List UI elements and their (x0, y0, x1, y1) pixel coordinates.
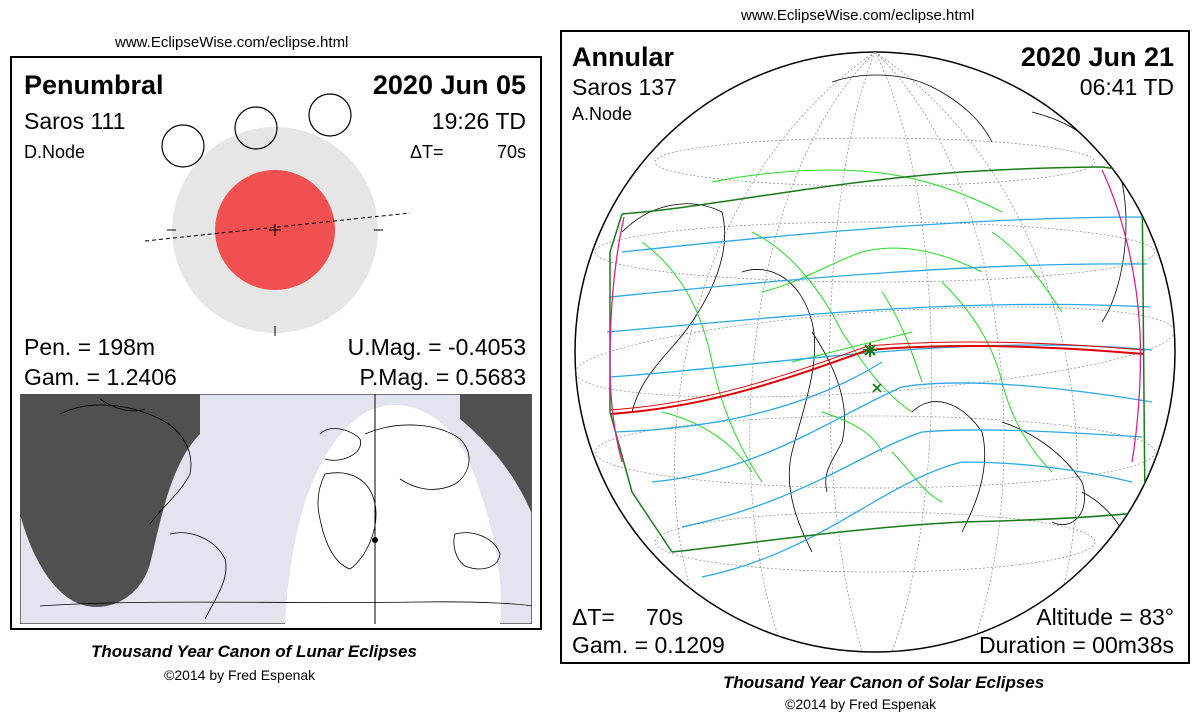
lunar-pen-duration: Pen. = 198m (24, 334, 156, 360)
lunar-eclipse-date: 2020 Jun 05 (372, 70, 526, 100)
greatest-duration-marker (872, 383, 882, 393)
lunar-delta-t-value: 70s (496, 142, 526, 162)
solar-copyright: ©2014 by Fred Espenak (785, 696, 937, 712)
rise-set-curve-east (1101, 169, 1142, 463)
coastline-asia (364, 424, 470, 490)
lunar-umbral-mag: U.Mag. = -0.4053 (347, 334, 526, 360)
lunar-eclipse-type: Penumbral (24, 70, 164, 100)
moon-position-3 (308, 93, 352, 137)
night-region-east (460, 394, 532, 514)
solar-url[interactable]: www.EclipseWise.com/eclipse.html (741, 7, 975, 24)
solar-panel: Annular 2020 Jun 21 Saros 137 06:41 TD A… (560, 30, 1190, 664)
country-borders (641, 169, 1063, 503)
solar-delta-t-value: 70s (646, 604, 684, 630)
lunar-time: 19:26 TD (431, 108, 526, 134)
night-region-west (20, 394, 200, 607)
graticule (575, 52, 1175, 652)
lunar-url[interactable]: www.EclipseWise.com/eclipse.html (115, 34, 349, 51)
lunar-panel: Penumbral 2020 Jun 05 Saros 111 19:26 TD… (10, 56, 542, 630)
solar-altitude: Altitude = 83° (1036, 604, 1174, 630)
lunar-saros: Saros 111 (24, 108, 126, 134)
lunar-gamma: Gam. = 1.2406 (24, 364, 177, 390)
moon-position-1 (161, 124, 205, 168)
solar-eclipse-date: 2020 Jun 21 (1020, 42, 1174, 72)
moon-path-line (144, 212, 411, 242)
solar-node: A.Node (572, 104, 633, 124)
solar-duration: Duration = 00m38s (979, 632, 1174, 658)
lunar-canon-title: Thousand Year Canon of Lunar Eclipses (91, 642, 417, 661)
rise-set-curve-west (609, 216, 625, 463)
solar-gamma: Gam. = 0.1209 (572, 632, 725, 658)
coastline-north-america (59, 398, 192, 525)
solar-eclipse-type: Annular (572, 42, 675, 72)
greatest-eclipse-marker (863, 343, 877, 357)
lunar-shadow-diagram (144, 93, 411, 336)
coastlines (621, 74, 1133, 553)
lunar-node: D.Node (24, 142, 86, 162)
annular-path-south (609, 341, 1145, 411)
lunar-delta-t-label: ΔT= (410, 142, 444, 162)
coastline-australia (453, 532, 501, 570)
sub-lunar-point (372, 537, 378, 543)
solar-canon-title: Thousand Year Canon of Solar Eclipses (723, 673, 1045, 692)
lunar-visibility-map (20, 394, 532, 624)
solar-delta-t-label: ΔT= (572, 604, 615, 630)
solar-saros: Saros 137 (572, 74, 677, 100)
solar-globe-map (574, 51, 1176, 653)
penumbral-contours (606, 216, 1153, 578)
coastline-antarctica (39, 601, 532, 607)
moon-position-2 (234, 106, 278, 150)
coastline-africa (317, 472, 377, 570)
coastline-south-america (169, 532, 227, 620)
lunar-copyright: ©2014 by Fred Espenak (164, 667, 316, 683)
lunar-penumbral-mag: P.Mag. = 0.5683 (359, 364, 526, 390)
coastline-europe (319, 428, 361, 461)
solar-time: 06:41 TD (1079, 74, 1174, 100)
